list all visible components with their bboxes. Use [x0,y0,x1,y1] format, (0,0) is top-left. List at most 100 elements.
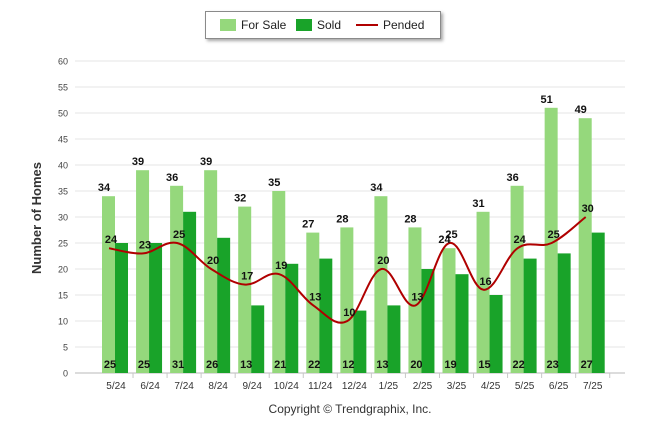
label-for-sale: 28 [404,213,416,225]
bar-for-sale [340,227,354,373]
bar-sold [115,243,128,373]
label-pended: 17 [241,271,253,283]
label-sold: 22 [308,359,320,371]
label-sold: 25 [104,359,116,371]
label-for-sale: 39 [200,156,212,168]
bar-sold [149,243,163,373]
bar-for-sale [476,211,490,373]
copyright-credit: Copyright © Trendgraphix, Inc. [269,402,432,416]
bar-for-sale [510,185,524,373]
x-tick-label: 1/25 [379,381,399,392]
y-tick-label: 35 [58,187,68,197]
bar-sold [387,305,401,373]
label-for-sale: 34 [98,182,111,194]
label-for-sale: 32 [234,193,246,205]
x-tick-label: 5/24 [106,381,126,392]
bar-for-sale [102,196,115,373]
label-for-sale: 51 [541,94,553,106]
label-sold: 13 [240,359,252,371]
label-pended: 25 [445,229,457,241]
label-pended: 13 [411,291,423,303]
label-pended: 24 [513,234,526,246]
data-labels: 3425243925233631253926203213173521192722… [98,94,594,371]
legend-label-sold: Sold [317,18,342,32]
label-pended: 25 [548,229,560,241]
pended-line-path [108,216,587,324]
label-pended: 20 [377,255,389,267]
label-sold: 25 [138,359,150,371]
label-for-sale: 27 [302,219,314,231]
x-tick-label: 7/24 [174,381,194,392]
bar-for-sale [136,170,150,373]
label-sold: 22 [512,359,524,371]
label-for-sale: 34 [370,182,383,194]
y-tick-label: 5 [63,343,68,353]
label-sold: 20 [410,359,422,371]
x-tick-label: 4/25 [481,381,501,392]
label-for-sale: 36 [506,172,518,184]
bar-for-sale [374,196,388,373]
legend-swatch-sold [296,19,312,31]
y-tick-label: 30 [58,213,68,223]
bar-for-sale [442,248,456,373]
label-pended: 13 [309,291,321,303]
bar-sold [523,258,537,373]
x-tick-label: 8/24 [208,381,228,392]
bar-for-sale [544,107,558,374]
legend-swatch-pended [356,24,378,26]
label-for-sale: 28 [336,213,348,225]
label-for-sale: 39 [132,156,144,168]
bar-sold [455,274,469,373]
x-tick-label: 11/24 [308,381,333,392]
bar-for-sale [272,191,286,373]
bar-sold [489,295,503,373]
x-tick-label: 12/24 [342,381,367,392]
label-pended: 24 [105,234,118,246]
label-sold: 21 [274,359,286,371]
label-pended: 20 [207,255,219,267]
label-for-sale: 49 [575,104,587,116]
label-sold: 13 [376,359,388,371]
label-pended: 23 [139,239,151,251]
legend: For Sale Sold Pended [205,11,441,39]
label-sold: 15 [478,359,490,371]
pended-line [108,216,587,324]
legend-item-pended[interactable]: Pended [356,12,424,38]
label-pended: 16 [479,276,491,288]
bar-for-sale [204,170,218,373]
label-sold: 19 [444,359,456,371]
x-tick-label: 6/24 [140,381,160,392]
x-tick-label: 3/25 [447,381,467,392]
legend-label-pended: Pended [383,18,425,32]
y-tick-label: 50 [58,109,68,119]
y-tick-label: 60 [58,57,68,67]
x-tick-label: 10/24 [274,381,299,392]
label-pended: 25 [173,229,185,241]
y-tick-label: 15 [58,291,68,301]
bar-sold [251,305,265,373]
bar-for-sale [408,227,422,373]
bar-sold [591,232,605,373]
legend-swatch-for-sale [220,19,236,31]
label-for-sale: 35 [268,177,280,189]
label-sold: 27 [581,359,593,371]
y-tick-label: 25 [58,239,68,249]
y-axis-label: Number of Homes [29,162,44,274]
y-tick-label: 20 [58,265,68,275]
bar-sold [353,310,367,373]
bar-for-sale [170,185,184,373]
legend-item-sold[interactable]: Sold [296,12,341,38]
y-tick-label: 45 [58,135,68,145]
x-tick-label: 5/25 [515,381,535,392]
y-tick-label: 0 [63,369,68,379]
bar-sold [217,237,231,373]
legend-item-for-sale[interactable]: For Sale [220,12,286,38]
bar-for-sale [238,206,252,373]
label-for-sale: 36 [166,172,178,184]
label-sold: 26 [206,359,218,371]
label-pended: 19 [275,260,287,272]
label-for-sale: 24 [438,234,451,246]
bar-sold [557,253,571,373]
label-sold: 12 [342,359,354,371]
